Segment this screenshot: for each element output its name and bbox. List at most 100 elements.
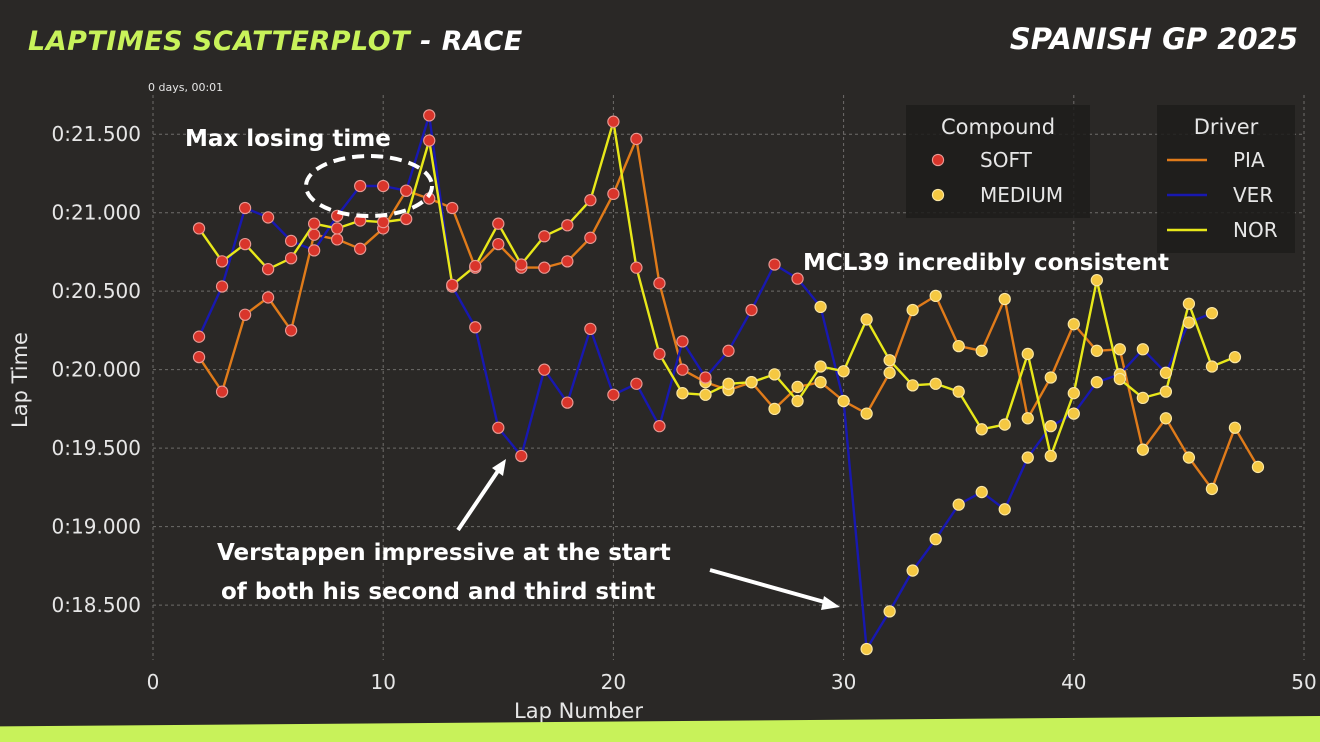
data-point bbox=[653, 420, 666, 433]
data-point bbox=[584, 231, 597, 244]
y-tick-label: 0:21.500 bbox=[52, 122, 141, 146]
data-point bbox=[377, 215, 390, 229]
data-point bbox=[860, 407, 873, 420]
data-point bbox=[561, 396, 574, 409]
data-point bbox=[492, 237, 505, 251]
data-point bbox=[998, 292, 1011, 306]
y-tick-label: 0:21.000 bbox=[52, 201, 141, 225]
legend-label: NOR bbox=[1233, 218, 1278, 242]
data-point bbox=[791, 380, 804, 394]
data-point bbox=[1159, 412, 1173, 425]
data-point bbox=[607, 388, 620, 401]
data-point bbox=[1159, 385, 1173, 398]
legend-label: PIA bbox=[1233, 148, 1265, 172]
data-point bbox=[1021, 412, 1034, 425]
chart-title-main: LAPTIMES SCATTERPLOT bbox=[28, 26, 411, 57]
data-point bbox=[791, 272, 804, 285]
data-point bbox=[515, 449, 528, 463]
data-point bbox=[1044, 371, 1057, 384]
data-point bbox=[423, 134, 436, 147]
y-tick-label: 0:19.500 bbox=[52, 436, 141, 460]
data-point bbox=[676, 335, 689, 348]
data-point bbox=[561, 219, 574, 232]
race-name: SPANISH GP 2025 bbox=[1009, 22, 1298, 56]
data-point bbox=[261, 291, 275, 304]
arrow-second-stint bbox=[456, 463, 504, 532]
data-point bbox=[400, 212, 413, 226]
points-ver bbox=[192, 109, 1219, 656]
data-point bbox=[1067, 407, 1080, 420]
chart-title-suffix: - RACE bbox=[410, 26, 523, 57]
data-point bbox=[1182, 297, 1196, 310]
annotations: Max losing time MCL39 incredibly consist… bbox=[185, 126, 1169, 610]
data-point bbox=[745, 376, 758, 389]
data-point bbox=[676, 387, 689, 400]
data-point bbox=[837, 394, 850, 408]
data-point bbox=[1205, 360, 1219, 373]
x-axis-label: Lap Number bbox=[514, 699, 643, 723]
data-point bbox=[929, 377, 942, 390]
data-point bbox=[238, 308, 252, 321]
data-point bbox=[768, 258, 781, 271]
data-point bbox=[952, 385, 965, 398]
data-point bbox=[215, 255, 229, 268]
data-point bbox=[446, 201, 459, 215]
series-line-nor bbox=[198, 120, 1236, 458]
data-point bbox=[998, 418, 1011, 431]
data-point bbox=[906, 379, 919, 392]
data-point bbox=[354, 179, 367, 193]
data-point bbox=[653, 347, 666, 361]
data-point bbox=[722, 344, 735, 357]
series-nor bbox=[198, 120, 1236, 458]
data-point bbox=[469, 259, 482, 273]
legend-driver: Driver PIA VER NOR bbox=[1157, 105, 1295, 253]
legend-title: Compound bbox=[941, 115, 1055, 139]
legend-label: SOFT bbox=[980, 148, 1033, 172]
x-tick-label: 50 bbox=[1291, 670, 1316, 694]
data-point bbox=[1205, 307, 1219, 320]
data-point bbox=[653, 277, 666, 290]
data-point bbox=[906, 564, 919, 577]
data-point bbox=[998, 503, 1011, 516]
data-point bbox=[1113, 372, 1126, 386]
data-point bbox=[446, 278, 459, 292]
axes: 0 10 20 30 40 50 0:18.500 0:19.000 0:19.500 0:20.… bbox=[8, 81, 1317, 723]
data-point bbox=[952, 339, 965, 353]
data-point bbox=[1182, 451, 1196, 464]
series-layer bbox=[192, 109, 1265, 656]
data-point bbox=[791, 394, 804, 408]
data-point bbox=[699, 388, 712, 401]
data-point bbox=[284, 234, 298, 248]
data-point bbox=[975, 423, 988, 436]
data-point bbox=[261, 263, 275, 276]
y-tick-label: 0:20.000 bbox=[52, 358, 141, 382]
arrow-third-stint bbox=[709, 568, 829, 605]
y-tick-label: 0:20.500 bbox=[52, 279, 141, 303]
data-point bbox=[538, 363, 551, 376]
x-tick-label: 40 bbox=[1061, 670, 1086, 694]
data-point bbox=[1021, 451, 1034, 464]
data-point bbox=[331, 233, 344, 246]
data-point bbox=[1228, 421, 1242, 434]
annotation-verstappen-line2: of both his second and third stint bbox=[221, 579, 655, 605]
data-point bbox=[238, 237, 252, 251]
points-pia bbox=[192, 132, 1265, 496]
points-nor bbox=[192, 115, 1242, 463]
data-point bbox=[1159, 366, 1173, 379]
data-point bbox=[192, 222, 206, 235]
data-point bbox=[630, 132, 643, 146]
arrow-second-stint-head bbox=[492, 459, 506, 476]
data-point bbox=[1228, 350, 1242, 364]
data-point bbox=[400, 184, 413, 197]
data-point bbox=[860, 313, 873, 326]
data-point bbox=[768, 368, 781, 381]
data-point bbox=[883, 354, 896, 367]
data-point bbox=[1067, 317, 1080, 331]
data-point bbox=[676, 363, 689, 376]
data-point bbox=[630, 261, 643, 274]
x-tick-label: 0 bbox=[147, 670, 160, 694]
data-point bbox=[284, 324, 298, 337]
data-point bbox=[952, 498, 965, 511]
data-point bbox=[1205, 482, 1219, 496]
